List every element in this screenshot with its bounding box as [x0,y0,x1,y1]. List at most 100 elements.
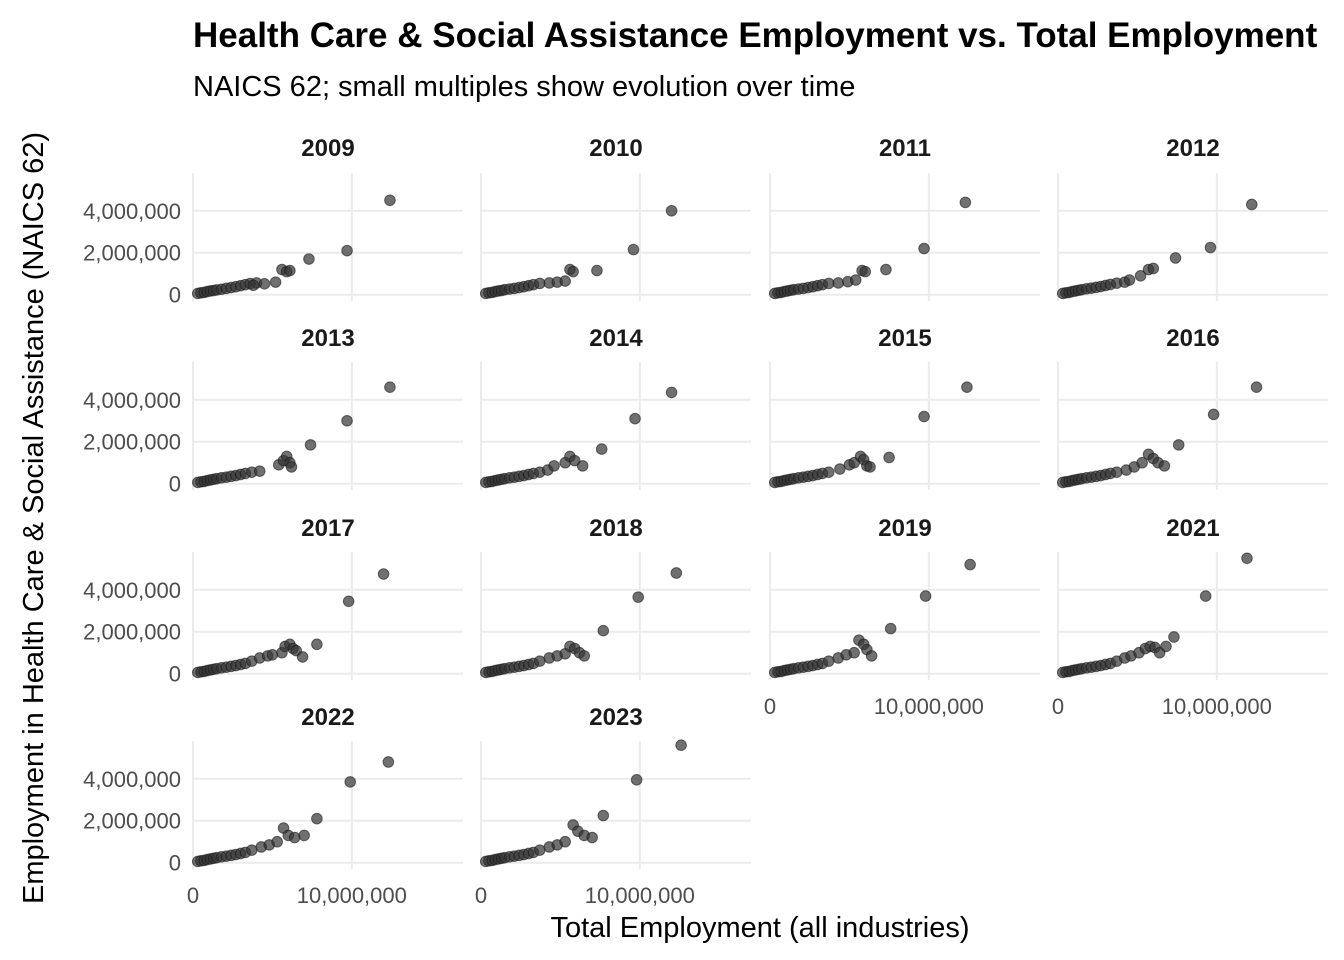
facet-strip-label: 2009 [301,135,354,162]
data-point [822,466,835,478]
facet-strip-label: 2015 [878,325,931,352]
facet-strip-label: 2016 [1166,325,1219,352]
y-tick-label: 4,000,000 [83,199,181,224]
data-point [284,264,296,277]
data-point [1172,439,1185,451]
data-point [377,568,390,580]
data-point [961,381,973,393]
data-point [880,263,892,276]
data-point [665,204,678,217]
data-point [253,465,266,477]
data-point [822,277,835,290]
data-point [883,451,895,464]
data-point [1250,381,1263,393]
data-point [311,812,323,825]
y-tick-label: 0 [169,283,181,308]
x-tick-label: 0 [764,694,776,719]
data-point [630,774,643,786]
data-point [382,756,395,768]
facet-strip-label: 2022 [301,704,354,731]
data-point [285,461,298,473]
data-point [568,454,581,467]
facet-strip-label: 2010 [589,135,642,162]
facet-panel-2015 [768,362,1040,490]
y-axis-title: Employment in Health Care & Social Assis… [18,132,50,904]
data-point [533,277,546,290]
data-point [864,461,876,473]
y-tick-label: 4,000,000 [83,767,181,792]
data-point [578,650,591,662]
data-point [597,809,610,822]
x-tick-label: 0 [475,883,487,908]
data-point [304,439,317,451]
data-point [245,844,258,856]
data-point [959,196,972,209]
data-point [1241,552,1253,565]
data-point [548,460,560,472]
x-tick-label: 10,000,000 [297,883,407,908]
data-point [884,622,897,635]
facet-strip-label: 2011 [879,135,931,162]
y-tick-label: 4,000,000 [83,578,181,603]
facet-panel-2010 [479,173,751,301]
data-point [576,460,589,472]
facet-strip-label: 2012 [1166,135,1219,162]
y-tick-label: 0 [169,851,181,876]
data-point [1147,262,1160,275]
data-point [1204,241,1217,254]
data-point [1169,252,1182,264]
data-point [311,638,323,651]
facet-panels: 0 2,000,000 4,000,000 2009 2010 2011 2012 0 2,00… [83,135,1328,908]
y-tick-label: 2,000,000 [83,809,181,834]
facet-panel-2021: 0 10,000,000 [1052,552,1328,719]
x-tick-label: 10,000,000 [1162,694,1272,719]
data-point [533,844,546,856]
data-point [296,651,309,663]
data-point [258,277,271,290]
data-point [1110,466,1123,478]
data-point [384,381,396,393]
data-point [266,649,279,661]
data-point [567,265,579,278]
facet-panel-2013: 0 2,000,000 4,000,000 [83,362,463,497]
data-point [627,243,640,256]
data-point [384,194,396,207]
data-point [1134,270,1147,282]
data-point [288,831,301,844]
data-point [834,463,846,475]
facet-panel-2014 [479,362,751,490]
data-point [665,386,678,399]
data-point [964,558,976,571]
data-point [303,253,315,265]
facet-panel-2012 [1056,173,1328,301]
x-axis-title: Total Employment (all industries) [550,912,969,944]
facet-strip-label: 2018 [589,515,642,542]
data-point [342,595,355,608]
x-tick-label: 0 [187,883,199,908]
data-point [559,275,571,287]
data-point [1207,408,1220,421]
data-point [591,264,603,277]
chart-title: Health Care & Social Assistance Employme… [193,16,1318,55]
data-point [918,410,930,423]
data-point [632,591,645,603]
data-point [559,835,571,848]
x-tick-label: 10,000,000 [874,694,984,719]
y-tick-label: 0 [169,472,181,497]
y-tick-label: 0 [169,662,181,687]
y-tick-label: 4,000,000 [83,388,181,413]
data-point [298,829,310,842]
facet-panel-2022: 0 2,000,000 4,000,000 0 10,000,000 [83,741,463,908]
facet-panel-2019: 0 10,000,000 [764,552,1040,719]
chart-subtitle: NAICS 62; small multiples show evolution… [193,71,855,103]
data-point [533,655,546,667]
data-point [597,624,610,637]
data-point [586,831,598,844]
facet-strip-label: 2019 [878,515,931,542]
facet-panel-2011 [768,173,1040,301]
data-point [918,242,930,255]
facet-strip-label: 2013 [301,325,354,352]
facet-panel-2023: 0 10,000,000 [475,739,751,908]
x-tick-label: 10,000,000 [585,883,695,908]
data-point [247,279,260,292]
